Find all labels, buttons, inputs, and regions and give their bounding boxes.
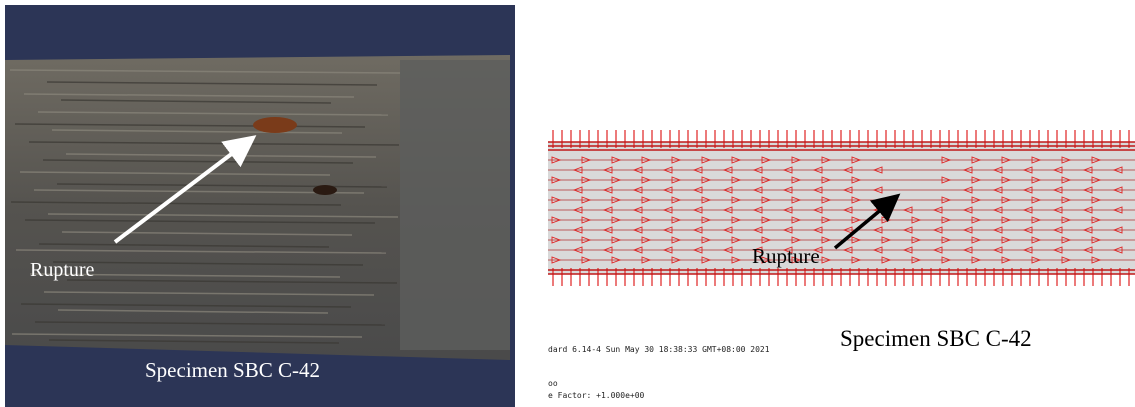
rust-spot xyxy=(313,185,337,195)
rust-spot xyxy=(253,117,297,133)
fea-panel: Rupture Specimen SBC C-42 dard 6.14-4 Su… xyxy=(548,130,1135,400)
photo-panel: Rupture Specimen SBC C-42 xyxy=(5,5,515,407)
scale-factor: e Factor: +1.000e+00 xyxy=(548,391,645,400)
rupture-label: Rupture xyxy=(752,244,820,268)
rupture-label: Rupture xyxy=(30,259,95,281)
caption: Specimen SBC C-42 xyxy=(840,326,1032,351)
status-line: oo xyxy=(548,379,558,388)
specimen-end xyxy=(400,60,510,350)
fea-bar xyxy=(548,142,1135,274)
figure: Rupture Specimen SBC C-42 Rupture Specim… xyxy=(0,0,1135,407)
caption: Specimen SBC C-42 xyxy=(145,358,320,382)
status-line: dard 6.14-4 Sun May 30 18:38:33 GMT+08:0… xyxy=(548,345,770,354)
